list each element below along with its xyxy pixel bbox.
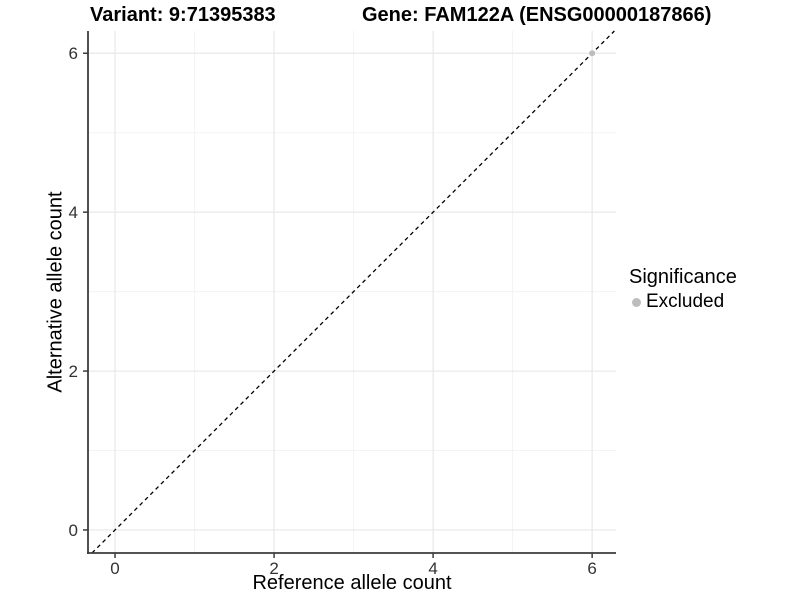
y-tick-label: 4 (69, 203, 78, 222)
legend: Significance Excluded (629, 266, 737, 313)
y-tick-label: 2 (69, 362, 78, 381)
legend-point-icon (632, 297, 641, 307)
plot-title-gene: Gene: FAM122A (ENSG00000187866) (362, 4, 712, 26)
legend-item-label: Excluded (646, 291, 725, 312)
x-tick-label: 0 (110, 559, 119, 578)
x-axis-title: Reference allele count (252, 572, 452, 594)
data-point (589, 50, 596, 57)
legend-item-excluded: Excluded (632, 291, 737, 313)
y-tick-label: 6 (69, 44, 78, 63)
x-tick-label: 6 (587, 559, 596, 578)
legend-title: Significance (629, 266, 737, 288)
x-tick-label: 4 (428, 559, 437, 578)
y-tick-label: 0 (69, 521, 78, 540)
y-axis-title: Alternative allele count (44, 191, 67, 393)
plot-title-variant: Variant: 9:71395383 (90, 4, 276, 26)
identity-line (91, 30, 615, 554)
x-tick-label: 2 (269, 559, 278, 578)
